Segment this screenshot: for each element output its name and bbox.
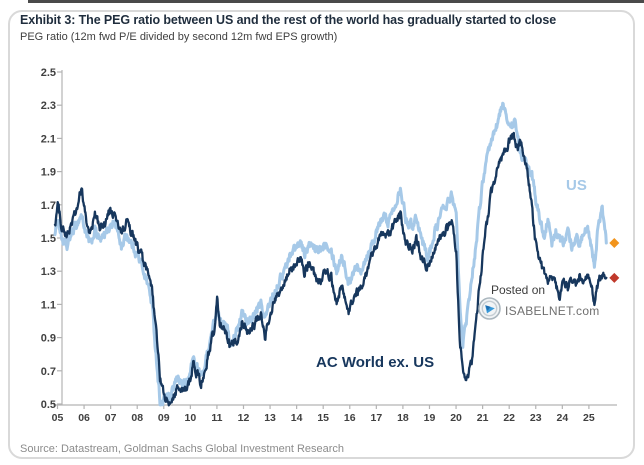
x-axis-tick-label: 19 xyxy=(424,412,436,424)
series-label-ac-world-ex-us: AC World ex. US xyxy=(316,354,435,371)
x-axis-tick-label: 11 xyxy=(211,412,222,424)
y-axis-tick-label: 1.1 xyxy=(41,299,56,311)
x-axis-tick-label: 09 xyxy=(158,412,170,424)
x-axis-tick-label: 10 xyxy=(185,412,197,424)
x-axis-tick-label: 15 xyxy=(317,412,329,424)
y-axis-tick-label: 0.9 xyxy=(41,333,56,345)
x-axis-tick-label: 17 xyxy=(370,412,382,424)
x-axis-tick-label: 22 xyxy=(503,412,515,424)
x-axis-tick-label: 21 xyxy=(477,412,489,424)
watermark: Posted on ISABELNET.com xyxy=(478,283,600,325)
chart-title: Exhibit 3: The PEG ratio between US and … xyxy=(20,13,557,27)
y-axis-tick-label: 1.7 xyxy=(41,200,56,212)
x-axis-tick-label: 24 xyxy=(556,412,568,424)
x-axis-tick-label: 06 xyxy=(78,412,90,424)
x-axis-tick-label: 05 xyxy=(52,412,64,424)
y-axis-tick-label: 2.1 xyxy=(41,133,56,145)
series-label-us: US xyxy=(566,177,587,194)
y-axis-tick-label: 1.3 xyxy=(41,266,56,278)
series-line-ac-world-ex-us xyxy=(53,131,608,407)
y-axis-tick-label: 2.3 xyxy=(41,100,56,112)
x-axis-tick-label: 16 xyxy=(344,412,356,424)
x-axis-tick-label: 12 xyxy=(238,412,250,424)
end-marker-diamond-ac-world-ex-us xyxy=(609,272,620,283)
x-axis-tick-label: 18 xyxy=(397,412,409,424)
x-axis-tick-label: 23 xyxy=(530,412,542,424)
y-axis-tick-label: 0.5 xyxy=(41,399,56,411)
x-axis-tick-label: 08 xyxy=(131,412,143,424)
x-axis-tick-label: 07 xyxy=(105,412,117,424)
x-axis-tick-label: 20 xyxy=(450,412,462,424)
source-note: Source: Datastream, Goldman Sachs Global… xyxy=(20,443,345,455)
isabelnet-globe-icon xyxy=(478,297,501,325)
watermark-posted-on: Posted on xyxy=(491,283,546,297)
end-marker-diamond-us xyxy=(609,237,620,248)
x-axis-tick-label: 14 xyxy=(291,412,303,424)
y-axis-tick-label: 1.9 xyxy=(41,167,56,179)
x-axis-tick-label: 13 xyxy=(264,412,276,424)
series-line-us xyxy=(53,101,608,407)
chart-subtitle: PEG ratio (12m fwd P/E divided by second… xyxy=(20,31,338,43)
y-axis-tick-label: 0.7 xyxy=(41,366,56,378)
y-axis-tick-label: 2.5 xyxy=(41,67,56,79)
x-axis-tick-label: 25 xyxy=(583,412,595,424)
watermark-isabelnet-text: ISABELNET.com xyxy=(505,304,600,318)
y-axis-tick-label: 1.5 xyxy=(41,233,56,245)
exhibit-border xyxy=(8,10,635,459)
window-edge-bar xyxy=(28,0,644,3)
